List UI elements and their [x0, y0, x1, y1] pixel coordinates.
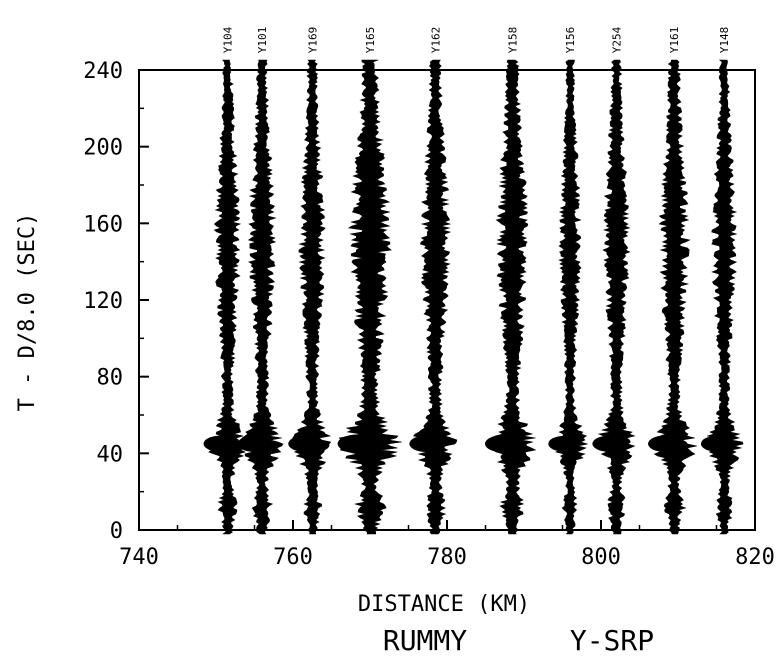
y-tick-label: 200: [83, 136, 123, 161]
station-label: Y165: [364, 27, 377, 54]
caption-left: RUMMY: [383, 624, 467, 657]
y-axis-ticks: 0 40 80 120 160 200 240: [83, 59, 149, 544]
station-label: Y104: [222, 26, 235, 53]
seismogram-trace: [241, 59, 284, 535]
x-tick-label: 800: [581, 545, 621, 570]
arrival-burst: [648, 435, 682, 453]
x-tick-label: 740: [119, 545, 159, 570]
arrival-burst: [288, 435, 321, 452]
y-axis-title: T - D/8.0 (SEC): [15, 213, 40, 412]
y-tick-label: 0: [110, 519, 123, 544]
seismogram-trace: [704, 59, 744, 535]
station-label: Y162: [429, 27, 442, 54]
station-label: Y158: [507, 27, 520, 54]
station-label: Y148: [718, 27, 731, 54]
seismogram-trace: [338, 59, 402, 535]
arrival-burst: [484, 435, 520, 453]
arrival-burst: [592, 435, 625, 452]
y-tick-label: 240: [83, 59, 123, 84]
seismogram-trace: [555, 59, 588, 535]
station-label: Y169: [306, 27, 319, 54]
x-tick-label: 820: [735, 545, 775, 570]
station-label: Y161: [668, 27, 681, 54]
seismogram-trace: [486, 59, 537, 535]
arrival-burst: [548, 436, 579, 452]
y-tick-label: 120: [83, 289, 123, 314]
station-label: Y101: [256, 27, 269, 54]
seismogram-trace: [208, 59, 247, 535]
seismogram-traces: [203, 59, 744, 535]
seismogram-trace: [650, 59, 697, 535]
y-tick-label: 80: [97, 366, 124, 391]
seismogram-trace: [291, 59, 332, 535]
arrival-burst: [409, 435, 444, 453]
y-tick-label: 40: [97, 442, 124, 467]
seismogram-trace: [595, 59, 636, 535]
station-label: Y254: [610, 26, 623, 53]
y-tick-label: 160: [83, 212, 123, 237]
arrival-burst: [337, 434, 377, 453]
arrival-burst: [237, 435, 271, 452]
station-label: Y156: [564, 27, 577, 54]
x-tick-label: 780: [427, 545, 467, 570]
seismogram-trace: [413, 59, 458, 535]
x-axis-ticks: 740 760 780 800 820: [119, 520, 775, 570]
caption-right: Y-SRP: [570, 624, 654, 657]
arrival-burst: [203, 435, 236, 452]
x-axis-title: DISTANCE (KM): [358, 592, 530, 617]
x-tick-label: 760: [273, 545, 313, 570]
arrival-burst: [700, 435, 733, 452]
station-labels: Y104 Y101 Y169 Y165 Y162 Y158 Y156 Y254 Y161 Y148: [222, 26, 732, 53]
